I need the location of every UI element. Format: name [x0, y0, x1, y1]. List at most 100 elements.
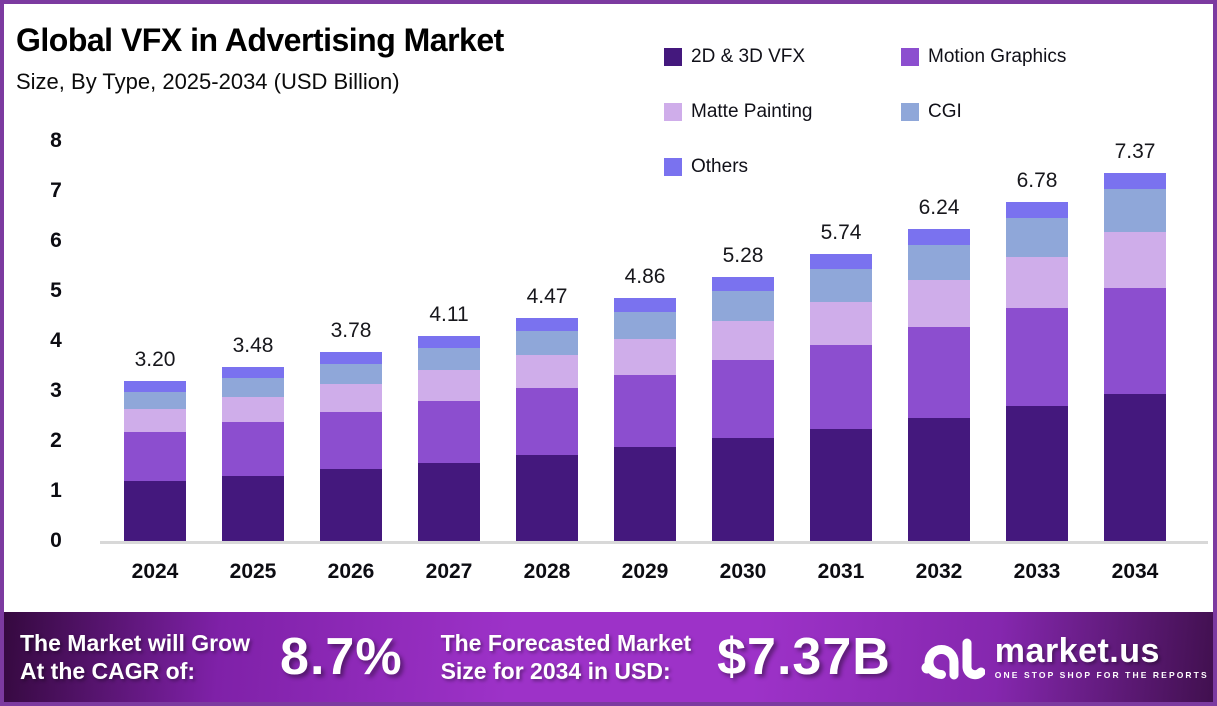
x-axis-label-2026: 2026: [327, 560, 375, 583]
bar-segment-2024-2d-3d-vfx: [124, 481, 186, 541]
legend-item-others: Others: [664, 156, 901, 178]
bar-segment-2025-cgi: [222, 378, 284, 397]
bottom-banner: The Market will Grow At the CAGR of: 8.7…: [4, 612, 1213, 702]
brand-logo: market.us ONE STOP SHOP FOR THE REPORTS: [921, 631, 1209, 683]
x-axis-label-2032: 2032: [915, 560, 963, 583]
bar-2027: [418, 335, 480, 541]
x-axis-label-2025: 2025: [229, 560, 277, 583]
bar-segment-2029-others: [614, 298, 676, 312]
bar-segment-2025-matte-painting: [222, 396, 284, 422]
bar-segment-2029-matte-painting: [614, 338, 676, 375]
bar-2026: [320, 352, 382, 541]
x-axis-label-2024: 2024: [131, 560, 179, 583]
bar-segment-2028-others: [516, 317, 578, 331]
y-axis-tick-7: 7: [50, 179, 62, 202]
chart-subtitle: Size, By Type, 2025-2034 (USD Billion): [16, 68, 400, 94]
cagr-value: 8.7%: [280, 628, 403, 686]
bar-segment-2024-others: [124, 381, 186, 392]
bar-segment-2033-2d-3d-vfx: [1006, 406, 1068, 541]
brand-text: market.us ONE STOP SHOP FOR THE REPORTS: [995, 634, 1209, 680]
bar-segment-2030-matte-painting: [712, 320, 774, 360]
bar-segment-2031-2d-3d-vfx: [810, 428, 872, 541]
legend-item-2d-3d-vfx: 2D & 3D VFX: [664, 46, 901, 68]
x-axis-line: [100, 541, 1208, 544]
legend-swatch-icon: [901, 48, 919, 66]
bar-total-label-2024: 3.20: [134, 348, 176, 371]
bar-2025: [222, 367, 284, 541]
bar-segment-2033-motion-graphics: [1006, 308, 1068, 406]
bar-segment-2030-2d-3d-vfx: [712, 438, 774, 541]
bar-segment-2024-matte-painting: [124, 408, 186, 432]
bar-segment-2034-matte-painting: [1104, 231, 1166, 288]
bar-segment-2029-2d-3d-vfx: [614, 447, 676, 541]
bar-segment-2032-others: [908, 229, 970, 245]
legend-item-cgi: CGI: [901, 101, 1134, 123]
legend-label: CGI: [928, 101, 962, 122]
bar-segment-2027-cgi: [418, 347, 480, 370]
y-axis-tick-4: 4: [50, 329, 62, 352]
y-axis-tick-1: 1: [50, 479, 62, 502]
bar-segment-2032-2d-3d-vfx: [908, 417, 970, 541]
bar-total-label-2029: 4.86: [624, 265, 666, 288]
bar-segment-2031-motion-graphics: [810, 344, 872, 429]
bar-segment-2026-cgi: [320, 363, 382, 384]
bar-segment-2033-cgi: [1006, 217, 1068, 257]
bar-segment-2031-matte-painting: [810, 301, 872, 345]
cagr-label-line2: At the CAGR of:: [20, 658, 196, 684]
bar-segment-2034-2d-3d-vfx: [1104, 393, 1166, 541]
bar-total-label-2032: 6.24: [918, 196, 960, 219]
y-axis-tick-6: 6: [50, 229, 62, 252]
bar-segment-2026-motion-graphics: [320, 411, 382, 469]
x-axis-label-2029: 2029: [621, 560, 669, 583]
legend-label: 2D & 3D VFX: [691, 46, 806, 67]
bar-segment-2027-2d-3d-vfx: [418, 462, 480, 541]
legend-swatch-icon: [664, 48, 682, 66]
bar-segment-2034-motion-graphics: [1104, 288, 1166, 394]
forecast-label-line2: Size for 2034 in USD:: [440, 658, 671, 684]
chart-header: Global VFX in Advertising Market Size, B…: [16, 22, 504, 95]
bar-total-label-2031: 5.74: [820, 221, 862, 244]
bar-total-label-2033: 6.78: [1016, 169, 1058, 192]
bar-total-label-2025: 3.48: [232, 334, 274, 357]
market-us-logo-icon: [921, 638, 985, 680]
x-axis-label-2033: 2033: [1013, 560, 1061, 583]
legend-item-motion-graphics: Motion Graphics: [901, 46, 1134, 68]
bar-2033: [1006, 202, 1068, 541]
bar-segment-2025-others: [222, 367, 284, 378]
bar-segment-2027-motion-graphics: [418, 400, 480, 463]
page-title: Global VFX in Advertising Market: [16, 22, 504, 58]
y-axis-tick-0: 0: [50, 529, 62, 552]
bar-segment-2030-cgi: [712, 291, 774, 321]
brand-name: market.us: [994, 632, 1160, 671]
bar-segment-2030-motion-graphics: [712, 360, 774, 438]
bar-segment-2032-cgi: [908, 244, 970, 280]
bar-2031: [810, 254, 872, 541]
bar-segment-2032-matte-painting: [908, 280, 970, 327]
y-axis-tick-2: 2: [50, 429, 62, 452]
legend-item-matte-painting: Matte Painting: [664, 101, 901, 123]
brand-tagline: ONE STOP SHOP FOR THE REPORTS: [994, 670, 1209, 681]
bar-segment-2028-cgi: [516, 330, 578, 355]
bar-segment-2034-cgi: [1104, 188, 1166, 232]
legend-swatch-icon: [664, 158, 682, 176]
x-axis-label-2027: 2027: [425, 560, 473, 583]
forecast-label: The Forecasted Market Size for 2034 in U…: [441, 629, 692, 685]
bar-segment-2024-cgi: [124, 391, 186, 409]
bar-segment-2026-matte-painting: [320, 384, 382, 412]
legend-label: Motion Graphics: [928, 46, 1067, 67]
bar-segment-2027-others: [418, 335, 480, 348]
legend-label: Matte Painting: [691, 101, 813, 122]
bar-2028: [516, 317, 578, 541]
bar-segment-2032-motion-graphics: [908, 327, 970, 418]
bar-segment-2027-matte-painting: [418, 370, 480, 401]
bar-segment-2033-matte-painting: [1006, 256, 1068, 308]
cagr-label: The Market will Grow At the CAGR of:: [20, 629, 250, 685]
bar-2032: [908, 229, 970, 541]
x-axis-label-2031: 2031: [817, 560, 865, 583]
bar-segment-2024-motion-graphics: [124, 431, 186, 481]
bar-segment-2029-motion-graphics: [614, 374, 676, 447]
bar-2024: [124, 381, 186, 541]
bar-segment-2031-cgi: [810, 269, 872, 302]
bar-segment-2026-others: [320, 352, 382, 364]
